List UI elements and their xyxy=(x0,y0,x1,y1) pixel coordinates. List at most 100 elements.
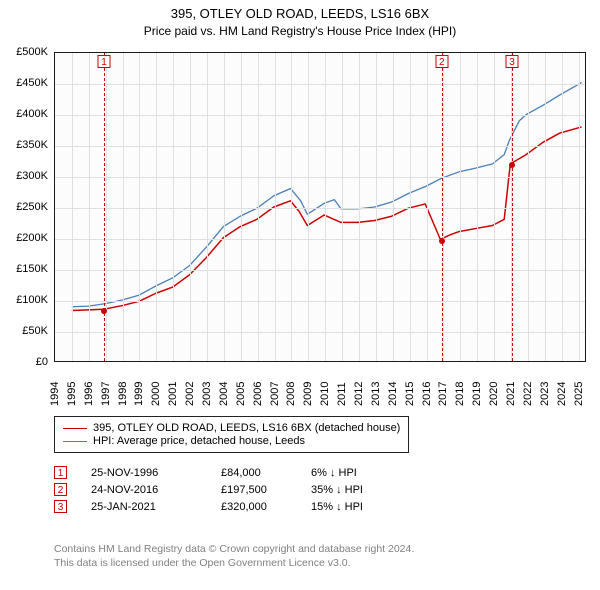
gridline-h xyxy=(55,239,585,240)
y-axis-label: £150K xyxy=(8,263,48,275)
x-axis-label: 1994 xyxy=(49,372,61,406)
x-axis-label: 2010 xyxy=(319,372,331,406)
event-row-diff: 35% ↓ HPI xyxy=(311,484,421,496)
series-price_paid xyxy=(72,127,582,311)
x-axis-label: 2017 xyxy=(437,372,449,406)
x-axis-label: 2008 xyxy=(285,372,297,406)
series-hpi xyxy=(72,83,582,307)
x-axis-label: 2012 xyxy=(353,372,365,406)
x-axis-label: 2018 xyxy=(454,372,466,406)
event-row-date: 25-NOV-1996 xyxy=(91,467,221,479)
footer-attribution: Contains HM Land Registry data © Crown c… xyxy=(54,542,414,570)
legend-item: 395, OTLEY OLD ROAD, LEEDS, LS16 6BX (de… xyxy=(63,422,400,434)
x-axis-label: 1995 xyxy=(66,372,78,406)
gridline-v xyxy=(443,53,444,361)
gridline-v xyxy=(123,53,124,361)
x-axis-label: 2009 xyxy=(302,372,314,406)
gridline-v xyxy=(308,53,309,361)
event-row-price: £197,500 xyxy=(221,484,311,496)
events-table: 125-NOV-1996£84,0006% ↓ HPI224-NOV-2016£… xyxy=(54,462,421,517)
y-axis-label: £50K xyxy=(8,325,48,337)
x-axis-label: 2007 xyxy=(269,372,281,406)
gridline-h xyxy=(55,301,585,302)
y-axis-label: £0 xyxy=(8,356,48,368)
gridline-v xyxy=(477,53,478,361)
x-axis-label: 2023 xyxy=(539,372,551,406)
gridline-v xyxy=(72,53,73,361)
event-row-badge: 3 xyxy=(54,500,67,513)
gridline-v xyxy=(258,53,259,361)
chart-area: 123 £0£50K£100K£150K£200K£250K£300K£350K… xyxy=(8,48,592,388)
gridline-v xyxy=(139,53,140,361)
y-axis-label: £350K xyxy=(8,139,48,151)
x-axis-label: 2001 xyxy=(167,372,179,406)
price-marker xyxy=(509,162,515,168)
x-axis-label: 2016 xyxy=(421,372,433,406)
event-row: 325-JAN-2021£320,00015% ↓ HPI xyxy=(54,500,421,513)
legend: 395, OTLEY OLD ROAD, LEEDS, LS16 6BX (de… xyxy=(54,416,409,453)
gridline-v xyxy=(545,53,546,361)
gridline-v xyxy=(173,53,174,361)
gridline-h xyxy=(55,84,585,85)
gridline-v xyxy=(291,53,292,361)
gridline-v xyxy=(359,53,360,361)
x-axis-label: 2004 xyxy=(218,372,230,406)
gridline-h xyxy=(55,270,585,271)
x-axis-label: 2022 xyxy=(522,372,534,406)
event-badge: 1 xyxy=(97,55,110,68)
gridline-v xyxy=(494,53,495,361)
event-row-price: £84,000 xyxy=(221,467,311,479)
gridline-v xyxy=(275,53,276,361)
y-axis-label: £500K xyxy=(8,46,48,58)
gridline-v xyxy=(241,53,242,361)
gridline-v xyxy=(393,53,394,361)
gridline-v xyxy=(325,53,326,361)
gridline-v xyxy=(89,53,90,361)
event-badge: 2 xyxy=(435,55,448,68)
x-axis-label: 2011 xyxy=(336,372,348,406)
gridline-v xyxy=(224,53,225,361)
y-axis-label: £400K xyxy=(8,108,48,120)
x-axis-label: 2006 xyxy=(252,372,264,406)
x-axis-label: 2015 xyxy=(404,372,416,406)
gridline-v xyxy=(528,53,529,361)
x-axis-label: 2024 xyxy=(556,372,568,406)
title-block: 395, OTLEY OLD ROAD, LEEDS, LS16 6BX Pri… xyxy=(0,0,600,38)
legend-swatch xyxy=(63,441,87,442)
gridline-v xyxy=(207,53,208,361)
x-axis-label: 1997 xyxy=(100,372,112,406)
y-axis-label: £300K xyxy=(8,170,48,182)
legend-swatch xyxy=(63,428,87,429)
event-row-date: 25-JAN-2021 xyxy=(91,501,221,513)
x-axis-label: 2025 xyxy=(573,372,585,406)
x-axis-label: 1996 xyxy=(83,372,95,406)
gridline-h xyxy=(55,208,585,209)
event-row-badge: 2 xyxy=(54,483,67,496)
x-axis-label: 2019 xyxy=(471,372,483,406)
gridline-v xyxy=(190,53,191,361)
y-axis-label: £450K xyxy=(8,77,48,89)
price-marker xyxy=(101,308,107,314)
gridline-h xyxy=(55,177,585,178)
event-row-badge: 1 xyxy=(54,466,67,479)
gridline-v xyxy=(410,53,411,361)
y-axis-label: £200K xyxy=(8,232,48,244)
legend-item: HPI: Average price, detached house, Leed… xyxy=(63,435,400,447)
x-axis-label: 2003 xyxy=(201,372,213,406)
gridline-v xyxy=(342,53,343,361)
gridline-v xyxy=(579,53,580,361)
gridline-v xyxy=(562,53,563,361)
chart-subtitle: Price paid vs. HM Land Registry's House … xyxy=(0,24,600,38)
event-row-date: 24-NOV-2016 xyxy=(91,484,221,496)
x-axis-label: 2005 xyxy=(235,372,247,406)
y-axis-label: £100K xyxy=(8,294,48,306)
gridline-v xyxy=(376,53,377,361)
x-axis-label: 2013 xyxy=(370,372,382,406)
event-line xyxy=(442,53,443,361)
x-axis-label: 2020 xyxy=(488,372,500,406)
x-axis-label: 1999 xyxy=(133,372,145,406)
event-row: 2 24-NOV-2016£197,50035% ↓ HPI xyxy=(54,483,421,496)
chart-address: 395, OTLEY OLD ROAD, LEEDS, LS16 6BX xyxy=(0,6,600,21)
footer-line1: Contains HM Land Registry data © Crown c… xyxy=(54,542,414,556)
event-line xyxy=(512,53,513,361)
